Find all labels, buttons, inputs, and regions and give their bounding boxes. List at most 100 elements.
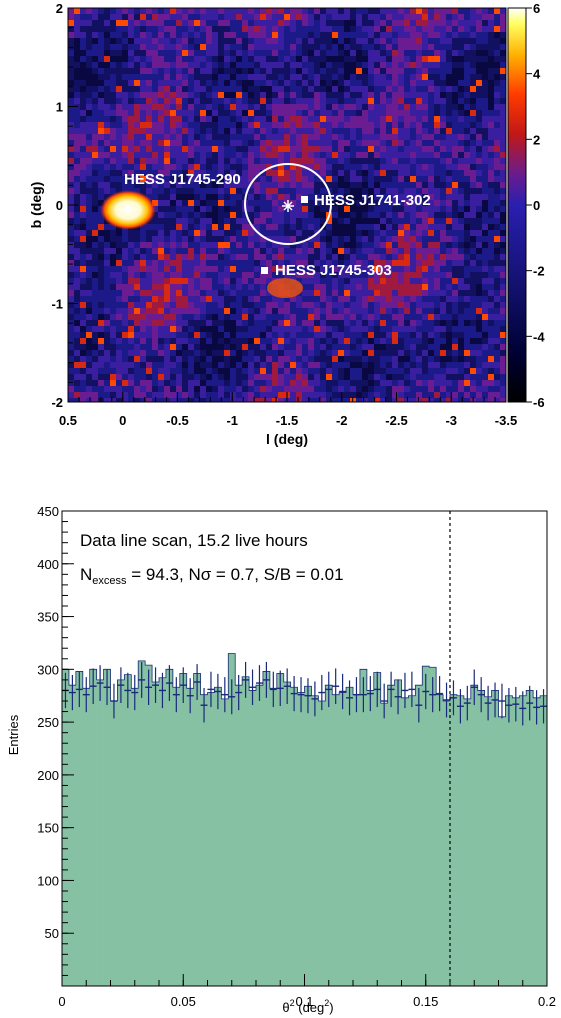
map-cell xyxy=(158,74,164,80)
map-cell xyxy=(368,308,374,314)
map-cell xyxy=(350,98,356,104)
map-cell xyxy=(74,200,80,206)
map-cell xyxy=(278,92,284,98)
map-cell xyxy=(338,320,344,326)
map-cell xyxy=(332,248,338,254)
histogram-bar xyxy=(214,687,222,986)
map-cell xyxy=(260,50,266,56)
map-cell xyxy=(266,116,272,122)
map-cell xyxy=(344,104,350,110)
map-cell xyxy=(212,176,218,182)
map-cell xyxy=(254,92,260,98)
map-cell xyxy=(422,218,428,224)
map-cell xyxy=(200,332,206,338)
map-cell xyxy=(368,158,374,164)
label-hess-j1741-302: HESS J1741-302 xyxy=(314,192,431,209)
map-cell xyxy=(458,8,464,14)
map-cell xyxy=(206,278,212,284)
map-cell xyxy=(404,224,410,230)
map-cell xyxy=(266,248,272,254)
map-cell xyxy=(302,320,308,326)
map-cell xyxy=(224,92,230,98)
map-cell xyxy=(482,14,488,20)
map-cell xyxy=(152,398,158,402)
map-cell xyxy=(224,182,230,188)
map-cell xyxy=(284,38,290,44)
map-cell xyxy=(398,344,404,350)
map-cell xyxy=(86,356,92,362)
map-cell xyxy=(188,254,194,260)
map-cell xyxy=(434,134,440,140)
map-cell xyxy=(494,332,500,338)
map-cell xyxy=(356,86,362,92)
map-cell xyxy=(380,218,386,224)
map-cell xyxy=(224,170,230,176)
map-cell xyxy=(236,158,242,164)
map-cell xyxy=(470,122,476,128)
map-cell xyxy=(296,362,302,368)
map-cell xyxy=(194,278,200,284)
map-cell xyxy=(368,68,374,74)
map-cell xyxy=(302,44,308,50)
map-cell xyxy=(74,194,80,200)
map-cell xyxy=(296,158,302,164)
map-cell xyxy=(248,170,254,176)
map-cell xyxy=(266,332,272,338)
map-cell xyxy=(332,44,338,50)
map-cell xyxy=(80,26,86,32)
map-cell xyxy=(362,92,368,98)
map-cell xyxy=(182,308,188,314)
map-cell xyxy=(206,8,212,14)
map-cell xyxy=(218,290,224,296)
map-cell xyxy=(362,8,368,14)
map-cell xyxy=(314,200,320,206)
map-cell xyxy=(464,356,470,362)
map-cell xyxy=(104,20,110,26)
map-cell xyxy=(386,134,392,140)
map-cell xyxy=(428,242,434,248)
map-cell xyxy=(296,278,302,284)
map-cell xyxy=(440,380,446,386)
map-cell xyxy=(386,200,392,206)
map-cell xyxy=(416,254,422,260)
map-cell xyxy=(134,326,140,332)
map-cell xyxy=(260,218,266,224)
map-cell xyxy=(164,32,170,38)
map-cell xyxy=(164,200,170,206)
map-cell xyxy=(188,224,194,230)
map-cell xyxy=(338,308,344,314)
histogram-bar xyxy=(193,673,201,986)
map-cell xyxy=(284,62,290,68)
map-cell xyxy=(500,380,506,386)
map-cell xyxy=(182,164,188,170)
map-cell xyxy=(152,236,158,242)
map-cell xyxy=(236,380,242,386)
map-cell xyxy=(440,140,446,146)
map-cell xyxy=(356,278,362,284)
map-cell xyxy=(410,338,416,344)
histogram-bar xyxy=(366,690,375,986)
map-cell xyxy=(116,308,122,314)
map-cell xyxy=(500,290,506,296)
map-cell xyxy=(68,386,74,392)
map-cell xyxy=(356,26,362,32)
map-cell xyxy=(392,278,398,284)
map-cell xyxy=(110,14,116,20)
map-cell xyxy=(434,296,440,302)
map-cell xyxy=(368,14,374,20)
map-cell xyxy=(248,386,254,392)
map-cell xyxy=(362,164,368,170)
map-cell xyxy=(272,44,278,50)
map-cell xyxy=(482,8,488,14)
map-cell xyxy=(158,320,164,326)
map-cell xyxy=(266,56,272,62)
map-cell xyxy=(224,134,230,140)
map-cell xyxy=(284,212,290,218)
map-cell xyxy=(488,308,494,314)
map-cell xyxy=(140,68,146,74)
histogram-bar xyxy=(186,688,194,986)
map-cell xyxy=(416,332,422,338)
map-cell xyxy=(74,68,80,74)
map-cell xyxy=(110,182,116,188)
map-cell xyxy=(218,62,224,68)
